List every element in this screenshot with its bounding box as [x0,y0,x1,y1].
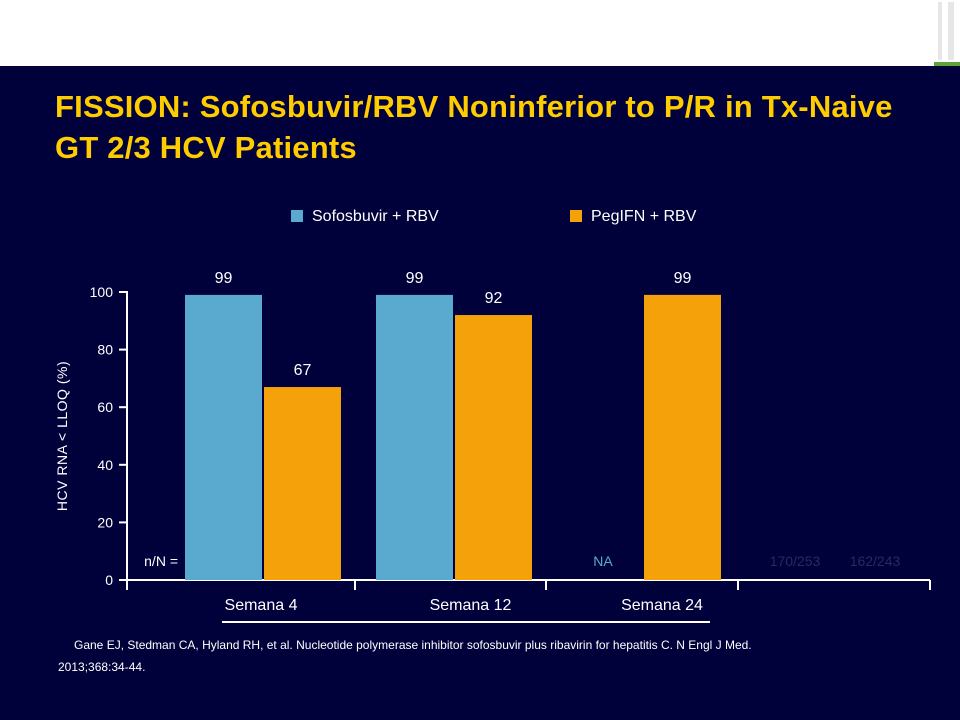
y-axis: 0 20 40 60 80 100 HCV RNA < LLOQ (%) [54,284,128,590]
bar [264,387,341,580]
y-tick-label: 80 [97,342,113,358]
n-label: 170/253 [770,553,821,569]
n-label: 242/244 [389,553,440,569]
y-tick-label: 40 [97,457,113,473]
y-tick-label: 20 [97,514,113,530]
bar-value-label: 99 [215,270,233,287]
n-label: 158/236 [277,553,328,569]
citation-line-2: 2013;368:34-44. [58,660,146,674]
x-category-label: Semana 24 [621,597,703,614]
n-label: 188/190 [655,553,706,569]
citation-line-1: Gane EJ, Stedman CA, Hyland RH, et al. N… [74,638,752,652]
legend-swatch [570,210,582,222]
y-tick-label: 0 [105,572,113,588]
chart-legend: Sofosbuvir + RBV PegIFN + RBV [291,208,697,225]
citation: Gane EJ, Stedman CA, Hyland RH, et al. N… [58,634,928,678]
x-category-label: Semana 4 [225,597,298,614]
y-axis-label: HCV RNA < LLOQ (%) [54,361,70,511]
bar-value-label: 67 [294,362,312,379]
n-labels: n/N = 249/250 242/244 NA 170/253 158/236 207/2… [144,553,900,569]
y-tick-label: 60 [97,399,113,415]
slide-header-band [0,0,960,66]
header-accent-line [934,62,960,66]
x-category-label: Semana 12 [430,597,512,614]
n-prefix-label: n/N = [144,553,178,569]
bar-value-label: 99 [406,270,424,287]
x-axis: Semana 4 Semana 12 Semana 24 [126,579,931,623]
bar-series: 99 99 67 92 99 [185,270,721,580]
legend-label: PegIFN + RBV [591,208,697,225]
bar [376,294,453,580]
legend-swatch [291,210,303,222]
legend-label: Sofosbuvir + RBV [312,208,439,225]
slide-title: FISSION: Sofosbuvir/RBV Noninferior to P… [55,89,893,165]
bar [185,294,262,580]
bar-value-label: 92 [485,290,503,307]
bar [644,294,721,580]
header-divider [938,2,942,60]
y-tick-label: 100 [90,284,114,300]
n-label: NA [593,553,613,569]
bar-value-label: 99 [674,270,692,287]
n-label: 162/243 [850,553,901,569]
bar [455,315,532,580]
header-divider [948,2,954,60]
n-label: 207/224 [469,553,520,569]
n-label: 249/250 [199,553,250,569]
